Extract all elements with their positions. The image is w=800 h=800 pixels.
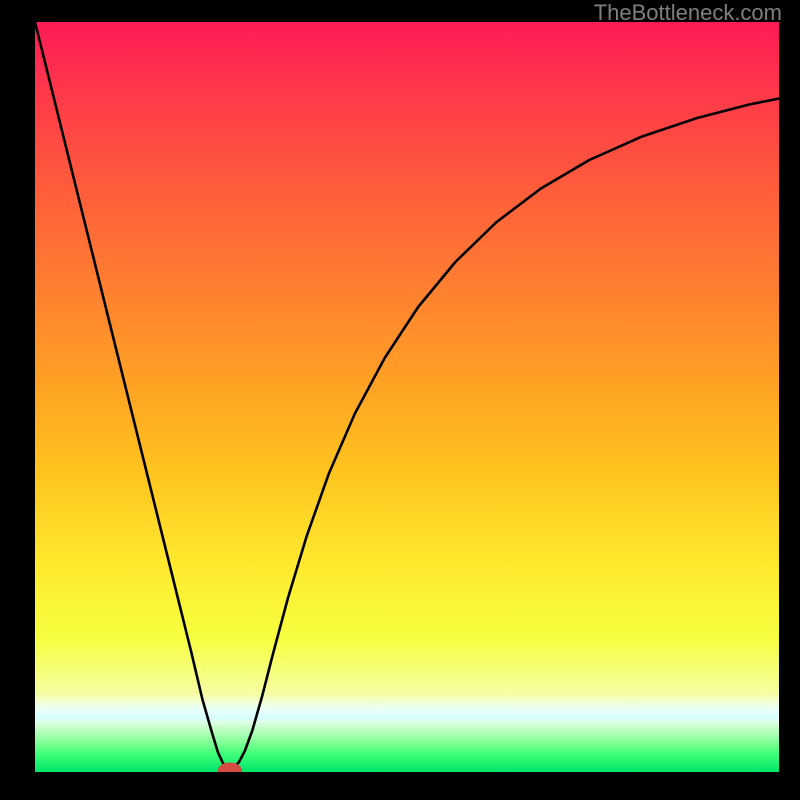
bottleneck-curve <box>35 22 779 768</box>
plot-area <box>35 22 779 772</box>
chart-svg <box>35 22 779 772</box>
watermark: TheBottleneck.com <box>594 0 782 26</box>
